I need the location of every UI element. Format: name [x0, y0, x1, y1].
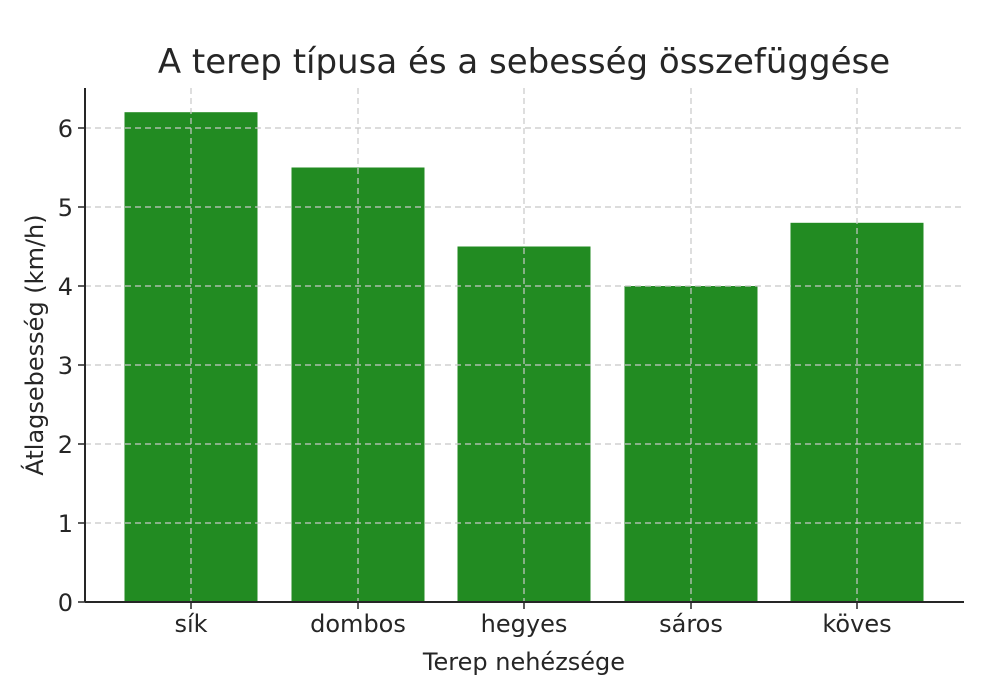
y-tick-label: 4	[58, 273, 73, 301]
y-tick-label: 2	[58, 431, 73, 459]
x-axis-label: Terep nehézsége	[422, 648, 625, 676]
y-tick-label: 5	[58, 194, 73, 222]
x-tick-label: sík	[174, 610, 207, 638]
grid-lines	[85, 88, 964, 602]
y-tick-label: 0	[58, 589, 73, 617]
y-tick-label: 3	[58, 352, 73, 380]
x-tick-label: hegyes	[481, 610, 568, 638]
x-tick-label: sáros	[659, 610, 723, 638]
chart-title: A terep típusa és a sebesség összefüggés…	[158, 42, 890, 82]
x-tick-label: dombos	[310, 610, 406, 638]
y-tick-label: 1	[58, 510, 73, 538]
y-tick-label: 6	[58, 115, 73, 143]
y-axis-label: Átlagsebesség (km/h)	[20, 214, 49, 475]
x-axis-ticks: sík dombos hegyes sáros köves	[174, 602, 892, 638]
x-tick-label: köves	[822, 610, 891, 638]
y-axis-ticks: 0 1 2 3 4 5 6	[58, 115, 85, 617]
